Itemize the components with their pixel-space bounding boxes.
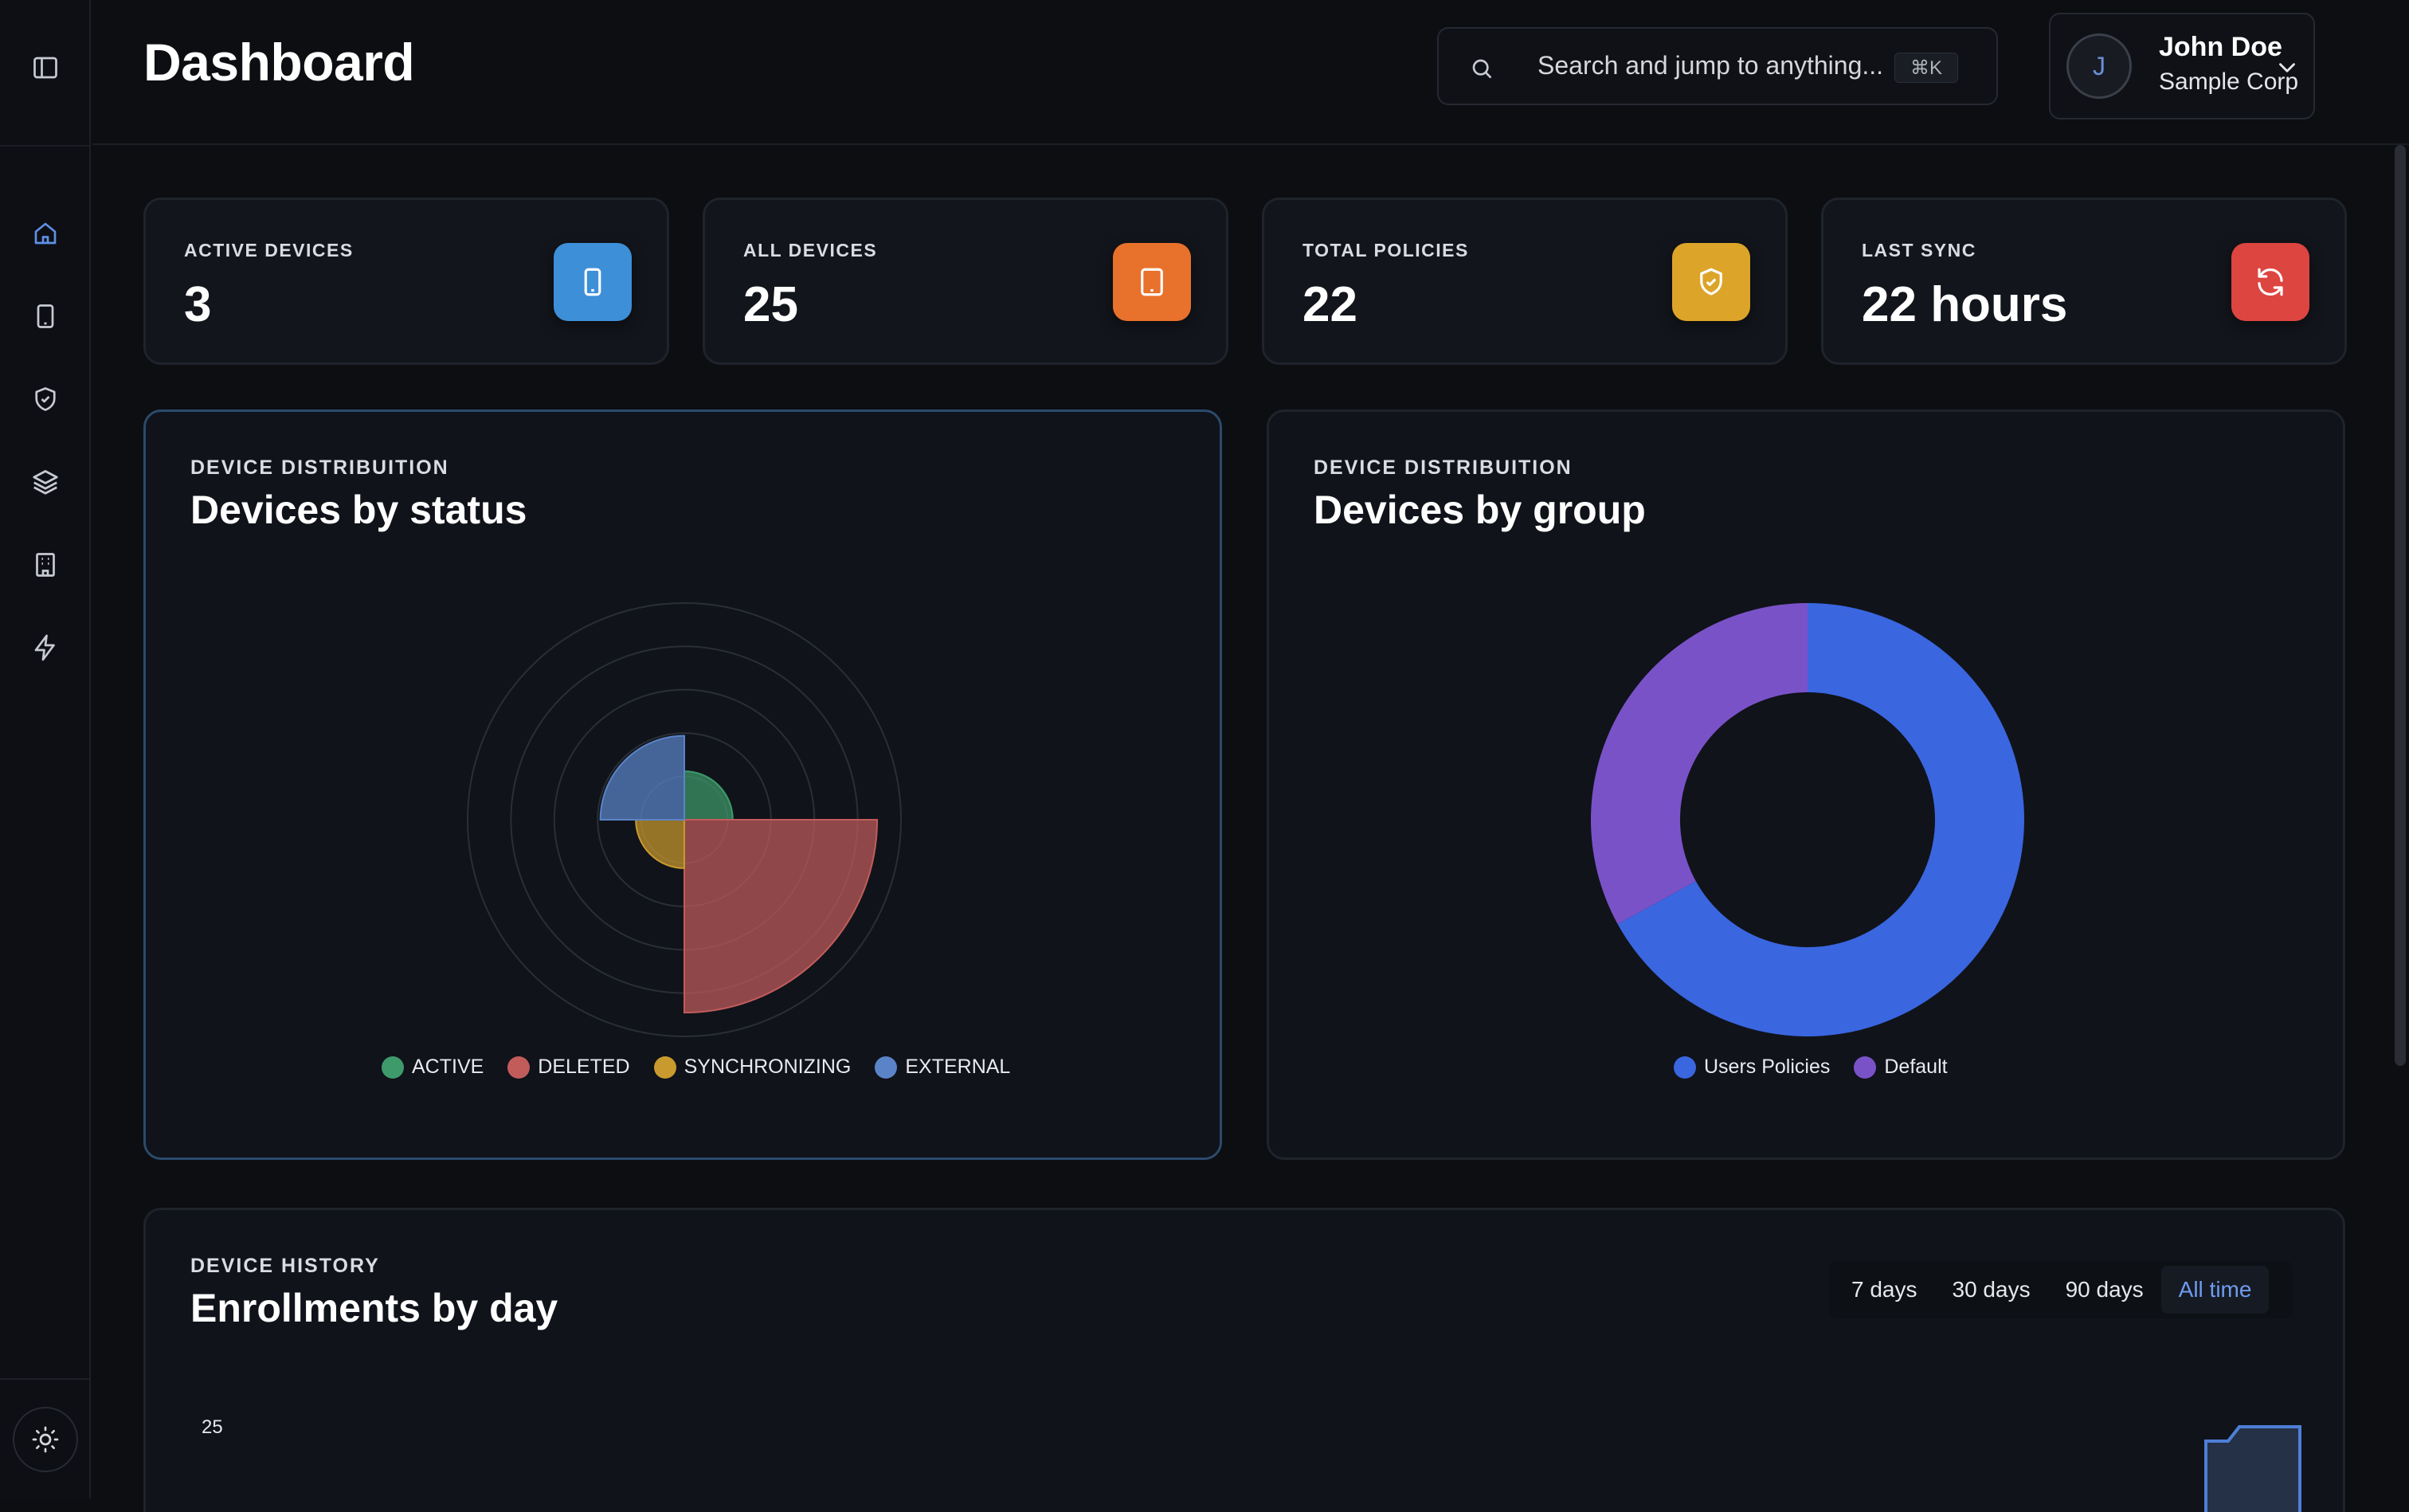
stat-label: TOTAL POLICIES — [1302, 240, 1469, 260]
polar-grid-ring — [467, 602, 902, 1037]
stat-card-last-sync: LAST SYNC 22 hours — [1821, 198, 2347, 365]
sidebar-item-automation[interactable] — [25, 628, 65, 668]
sidebar-divider — [0, 1378, 91, 1380]
time-range-selector: 7 days 30 days 90 days All time — [1829, 1261, 2293, 1318]
user-name: John Doe — [2159, 32, 2282, 62]
stat-value: 22 hours — [1862, 277, 2068, 332]
legend-swatch — [507, 1056, 531, 1079]
devices-by-group-panel: DEVICE DISTRIBUITION Devices by group Us… — [1267, 409, 2345, 1160]
legend-label: Default — [1884, 1056, 1948, 1078]
y-axis-tick-label: 25 — [202, 1416, 223, 1438]
polar-area-chart — [467, 602, 902, 1037]
legend-item-external[interactable]: EXTERNAL — [875, 1056, 1010, 1079]
range-option-90-days[interactable]: 90 days — [2065, 1277, 2144, 1302]
stat-label: LAST SYNC — [1862, 240, 1976, 260]
stat-label: ALL DEVICES — [743, 240, 878, 260]
devices-by-status-panel: DEVICE DISTRIBUITION Devices by status A… — [143, 409, 1222, 1160]
legend-item-default[interactable]: Default — [1854, 1056, 1948, 1079]
status-legend: ACTIVE DELETED SYNCHRONIZING EXTERNAL — [382, 1056, 1010, 1079]
range-option-7-days[interactable]: 7 days — [1851, 1277, 1917, 1302]
search-icon — [1472, 59, 1491, 78]
legend-swatch — [875, 1056, 898, 1079]
legend-swatch — [1674, 1056, 1696, 1079]
sidebar-item-home[interactable] — [25, 213, 65, 253]
phone-icon — [584, 268, 601, 296]
sidebar-item-organization[interactable] — [25, 545, 65, 585]
polar-segment-active[interactable] — [684, 770, 734, 821]
home-icon — [34, 222, 57, 245]
legend-label: Users Policies — [1704, 1056, 1831, 1078]
donut-slice-users-policies[interactable] — [1617, 603, 2024, 1036]
area-series-fill[interactable] — [2204, 1425, 2301, 1512]
panel-title: Devices by status — [190, 488, 527, 532]
sidebar-toggle-button[interactable] — [25, 48, 65, 88]
shield-icon — [35, 387, 56, 411]
refresh-icon — [2258, 268, 2283, 296]
sun-icon — [32, 1426, 59, 1453]
legend-swatch — [1854, 1056, 1877, 1079]
stat-card-total-policies: TOTAL POLICIES 22 — [1262, 198, 1788, 365]
layers-icon — [33, 470, 58, 495]
user-organization: Sample Corp — [2159, 69, 2299, 95]
legend-swatch — [653, 1056, 676, 1079]
search-shortcut-badge: ⌘K — [1894, 53, 1958, 83]
group-legend: Users Policies Default — [1674, 1056, 1948, 1079]
page-title: Dashboard — [143, 33, 415, 92]
user-menu-button[interactable]: J John Doe Sample Corp — [2049, 13, 2315, 119]
sidebar — [0, 0, 91, 1499]
enrollments-area-chart: 25 — [202, 1416, 2301, 1512]
donut-chart — [1591, 602, 2024, 1036]
polar-segment-deleted[interactable] — [684, 819, 879, 1014]
panel-title: Devices by group — [1314, 488, 1646, 532]
legend-label: DELETED — [538, 1056, 630, 1078]
legend-swatch — [382, 1056, 404, 1079]
lightning-icon — [34, 634, 55, 661]
donut-slice-default[interactable] — [1591, 602, 1808, 925]
sidebar-item-policies[interactable] — [25, 379, 65, 419]
legend-item-deleted[interactable]: DELETED — [507, 1056, 630, 1079]
legend-label: SYNCHRONIZING — [684, 1056, 852, 1078]
top-header: Dashboard Search and jump to anything...… — [92, 0, 2409, 145]
stat-icon-badge — [554, 243, 632, 321]
tablet-icon — [1141, 268, 1163, 296]
shield-check-icon — [1700, 268, 1722, 296]
sidebar-panel-icon — [33, 57, 57, 79]
polar-segment-synchronizing[interactable] — [635, 819, 685, 869]
legend-label: EXTERNAL — [905, 1056, 1011, 1078]
sidebar-divider — [0, 145, 91, 147]
page-scrollbar[interactable] — [2395, 145, 2406, 1066]
legend-item-active[interactable]: ACTIVE — [382, 1056, 484, 1079]
range-option-30-days[interactable]: 30 days — [1952, 1277, 2031, 1302]
legend-item-users-policies[interactable]: Users Policies — [1674, 1056, 1830, 1079]
legend-item-synchronizing[interactable]: SYNCHRONIZING — [653, 1056, 852, 1079]
panel-kicker: DEVICE HISTORY — [190, 1255, 380, 1277]
chevron-down-icon — [2279, 63, 2295, 72]
stat-value: 25 — [743, 277, 798, 332]
stat-value: 22 — [1302, 277, 1357, 332]
stat-card-active-devices: ACTIVE DEVICES 3 — [143, 198, 669, 365]
polar-segment-external[interactable] — [599, 734, 685, 821]
stat-label: ACTIVE DEVICES — [184, 240, 354, 260]
sidebar-item-layers[interactable] — [25, 462, 65, 502]
avatar: J — [2066, 33, 2132, 99]
phone-icon — [37, 304, 54, 328]
stat-icon-badge — [2231, 243, 2309, 321]
panel-kicker: DEVICE DISTRIBUITION — [190, 456, 449, 479]
range-option-all-time[interactable]: All time — [2160, 1266, 2270, 1314]
sidebar-item-devices[interactable] — [25, 296, 65, 336]
stat-icon-badge — [1113, 243, 1191, 321]
building-icon — [36, 553, 55, 577]
stat-value: 3 — [184, 277, 212, 332]
panel-kicker: DEVICE DISTRIBUITION — [1314, 456, 1573, 479]
search-placeholder: Search and jump to anything... — [1537, 51, 1884, 80]
stat-card-all-devices: ALL DEVICES 25 — [703, 198, 1228, 365]
stat-icon-badge — [1672, 243, 1750, 321]
enrollments-by-day-panel: DEVICE HISTORY Enrollments by day 25 — [143, 1208, 2345, 1512]
legend-label: ACTIVE — [412, 1056, 484, 1078]
panel-title: Enrollments by day — [190, 1286, 558, 1330]
theme-toggle-button[interactable] — [13, 1407, 78, 1472]
search-bar[interactable]: Search and jump to anything... ⌘K — [1437, 27, 1998, 105]
